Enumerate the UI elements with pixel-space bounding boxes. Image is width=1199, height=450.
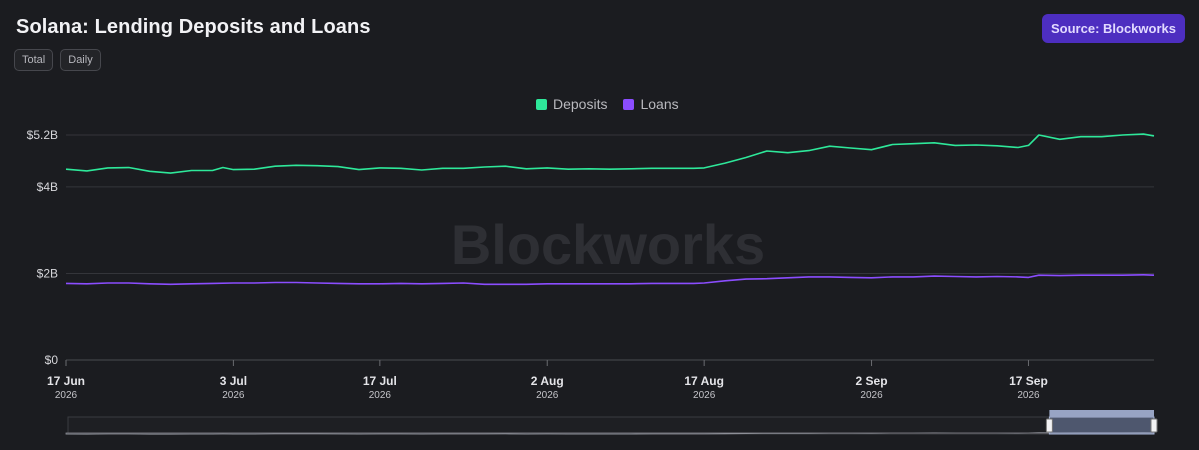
view-toggle-group: Total Daily (14, 49, 101, 71)
y-tick-label: $0 (45, 353, 59, 367)
chart-legend: Deposits Loans (536, 96, 679, 112)
x-tick-year: 2026 (1017, 390, 1040, 401)
y-tick-label: $2B (37, 266, 58, 280)
daily-toggle-button[interactable]: Daily (60, 49, 101, 71)
x-tick-label: 3 Jul (220, 374, 247, 388)
navigator-right-handle[interactable] (1150, 418, 1158, 433)
total-toggle-button[interactable]: Total (14, 49, 54, 71)
x-tick-year: 2026 (222, 390, 245, 401)
x-tick-label: 2 Aug (531, 374, 564, 388)
series-line-loans (65, 274, 1155, 286)
navigator-track (67, 416, 1155, 435)
range-navigator[interactable] (65, 410, 1158, 435)
navigator-left-handle[interactable] (1045, 418, 1053, 433)
source-button[interactable]: Source: Blockworks (1042, 14, 1185, 43)
grid-lines (66, 134, 1154, 361)
navigator-series-area (65, 432, 1155, 435)
legend-label-deposits: Deposits (553, 96, 608, 112)
navigator-scroll-bar[interactable] (1049, 410, 1154, 417)
x-tick-label: 2 Sep (856, 374, 888, 388)
legend-swatch-loans (623, 98, 635, 110)
blockworks-watermark: Blockworks (451, 213, 765, 276)
x-tick-year: 2026 (369, 390, 392, 401)
x-tick-year: 2026 (55, 390, 78, 401)
series-line-deposits (65, 133, 1155, 174)
x-tick-label: 17 Jun (47, 374, 85, 388)
legend-label-loans: Loans (640, 96, 679, 112)
x-tick-year: 2026 (860, 390, 883, 401)
y-tick-label: $5.2B (27, 128, 58, 142)
legend-item-deposits[interactable]: Deposits (536, 96, 607, 112)
navigator-window[interactable] (1048, 416, 1155, 435)
x-axis: 17 Jun 2026 3 Jul 2026 17 Jul 2026 2 Aug 2026 17… (47, 360, 1048, 401)
x-tick-label: 17 Aug (684, 374, 724, 388)
x-tick-year: 2026 (536, 390, 559, 401)
legend-item-loans[interactable]: Loans (623, 96, 679, 112)
series-lines (65, 133, 1155, 286)
y-axis: $0 $2B $4B $5.2B (27, 128, 59, 367)
x-tick-label: 17 Jul (363, 374, 397, 388)
x-tick-year: 2026 (693, 390, 716, 401)
y-tick-label: $4B (37, 180, 58, 194)
x-tick-label: 17 Sep (1009, 374, 1048, 388)
legend-swatch-deposits (536, 98, 547, 110)
page-title: Solana: Lending Deposits and Loans (16, 16, 371, 38)
